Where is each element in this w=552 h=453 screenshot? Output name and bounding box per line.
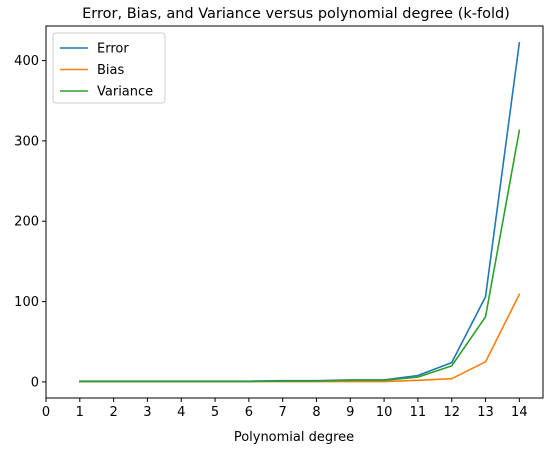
x-axis-title: Polynomial degree [234,430,354,445]
y-tick-label: 400 [14,54,39,69]
series-line-1 [79,293,521,383]
x-tick-label: 8 [312,405,320,420]
legend: Error Bias Variance [52,32,166,104]
x-tick-label: 1 [76,405,84,420]
x-tick-label: 3 [143,405,151,420]
plot-frame [45,25,544,399]
x-tick-label: 6 [245,405,253,420]
x-tick-label: 7 [279,405,287,420]
x-tick-label: 11 [410,405,427,420]
x-tick-label: 5 [211,405,219,420]
y-tick-label: 0 [31,375,39,390]
legend-label-2: Variance [97,85,153,100]
y-tick-label: 300 [14,134,39,149]
x-tick-label: 12 [443,405,460,420]
y-tick-label: 100 [14,295,39,310]
legend-label-1: Bias [97,63,124,78]
x-tick-label: 9 [346,405,354,420]
x-tick-label: 4 [177,405,185,420]
y-tick-label: 200 [14,215,39,230]
x-tick-label: 0 [42,405,50,420]
series-line-2 [79,129,521,383]
x-tick-label: 2 [109,405,117,420]
legend-box [52,32,166,104]
x-tick-label: 10 [376,405,393,420]
legend-label-0: Error [97,42,129,57]
x-tick-label: 14 [511,405,528,420]
x-tick-label: 13 [477,405,494,420]
chart-title: Error, Bias, and Variance versus polynom… [82,6,510,22]
